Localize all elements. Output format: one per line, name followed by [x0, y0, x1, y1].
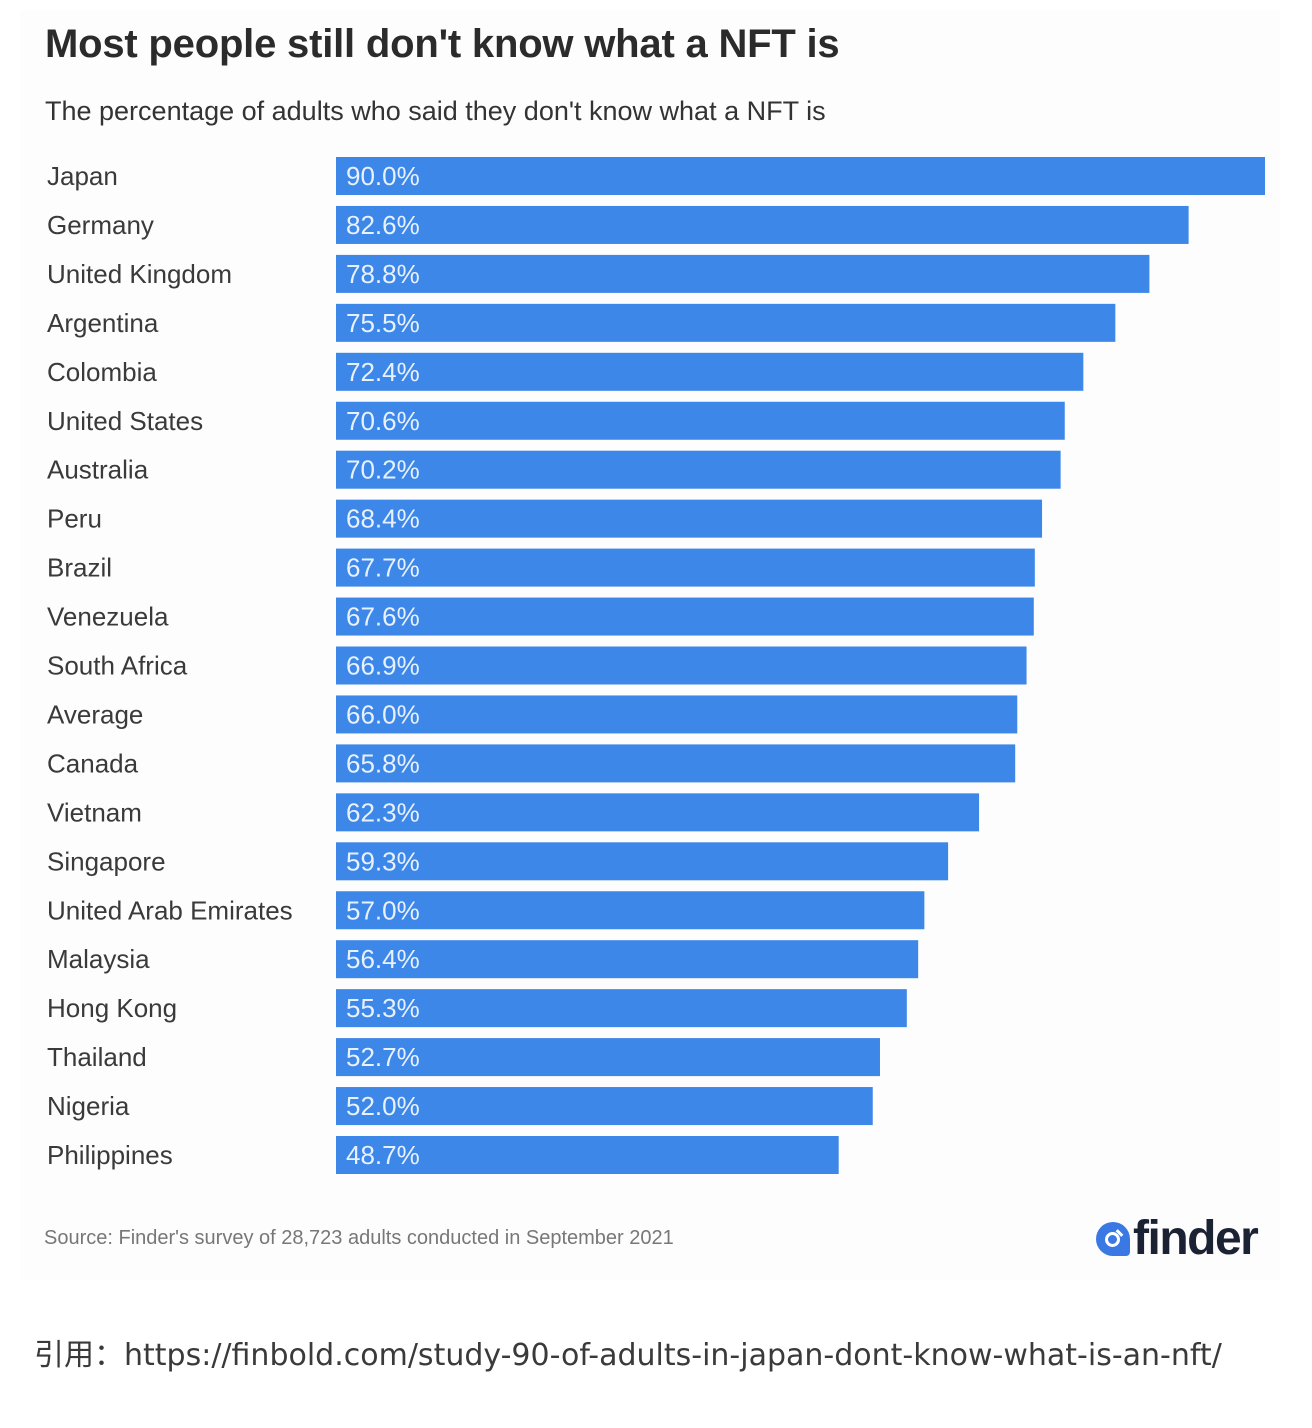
bar: [336, 891, 925, 930]
bar: [336, 499, 1043, 538]
bar-row: Peru 68.4%: [47, 499, 1043, 538]
category-label: Brazil: [47, 553, 112, 583]
category-label: Canada: [47, 748, 139, 778]
bar: [336, 646, 1027, 685]
category-label: Hong Kong: [47, 993, 177, 1023]
bar-row: Brazil 67.7%: [47, 548, 1035, 587]
bar-row: Australia 70.2%: [47, 450, 1061, 489]
bar-row: Vietnam 62.3%: [47, 793, 980, 832]
category-label: South Africa: [47, 651, 188, 681]
value-label: 67.6%: [346, 602, 420, 632]
bar: [336, 793, 980, 832]
category-label: United Arab Emirates: [47, 895, 293, 925]
value-label: 48.7%: [346, 1140, 420, 1170]
value-label: 56.4%: [346, 944, 420, 974]
source-note: Source: Finder's survey of 28,723 adults…: [44, 1227, 674, 1249]
bar: [336, 254, 1150, 293]
bar: [336, 940, 919, 979]
value-label: 75.5%: [346, 308, 420, 338]
value-label: 55.3%: [346, 993, 420, 1023]
bar: [336, 1087, 873, 1126]
value-label: 68.4%: [346, 504, 420, 534]
bar: [336, 450, 1061, 489]
value-label: 70.6%: [346, 406, 420, 436]
category-label: Japan: [47, 161, 118, 191]
category-label: Thailand: [47, 1042, 147, 1072]
category-label: Vietnam: [47, 797, 142, 827]
bar: [336, 157, 1265, 195]
bar: [336, 303, 1116, 342]
bar: [336, 695, 1018, 734]
value-label: 90.0%: [346, 161, 420, 191]
value-label: 62.3%: [346, 797, 420, 827]
chart-subtitle: The percentage of adults who said they d…: [45, 96, 826, 126]
value-label: 66.9%: [346, 651, 420, 681]
value-label: 82.6%: [346, 210, 420, 240]
category-label: Germany: [47, 210, 154, 240]
bar-row: Singapore 59.3%: [47, 842, 949, 881]
value-label: 72.4%: [346, 357, 420, 387]
bar: [336, 842, 949, 881]
bar-row: United States 70.6%: [47, 401, 1065, 440]
value-label: 66.0%: [346, 699, 420, 729]
category-label: United Kingdom: [47, 259, 232, 289]
value-label: 52.7%: [346, 1042, 420, 1072]
bar-row: Philippines 48.7%: [47, 1136, 839, 1174]
bar-row: Nigeria 52.0%: [47, 1087, 873, 1126]
value-label: 78.8%: [346, 259, 420, 289]
bar: [336, 1136, 839, 1174]
bar: [336, 548, 1035, 587]
bar-row: South Africa 66.9%: [47, 646, 1027, 685]
bar-row: United Arab Emirates 57.0%: [47, 891, 925, 930]
bar-chart: Japan 90.0% Germany 82.6% United Kingdom 78.8…: [47, 157, 1265, 1174]
category-label: Colombia: [47, 357, 157, 387]
bar-row: Venezuela 67.6%: [47, 597, 1034, 636]
category-label: Nigeria: [47, 1091, 130, 1121]
value-label: 65.8%: [346, 748, 420, 778]
category-label: Peru: [47, 504, 102, 534]
category-label: Venezuela: [47, 602, 169, 632]
bar-row: Germany 82.6%: [47, 205, 1189, 244]
bar-row: United Kingdom 78.8%: [47, 254, 1150, 293]
bar: [336, 744, 1016, 783]
category-label: Singapore: [47, 846, 166, 876]
bar-row: Malaysia 56.4%: [47, 940, 919, 979]
bar-row: Average 66.0%: [47, 695, 1018, 734]
value-label: 70.2%: [346, 455, 420, 485]
category-label: Malaysia: [47, 944, 150, 974]
value-label: 59.3%: [346, 846, 420, 876]
finder-logo: finder: [1096, 1212, 1259, 1266]
bar-row: Japan 90.0%: [47, 157, 1265, 195]
bar-row: Thailand 52.7%: [47, 1038, 880, 1077]
bar-row: Canada 65.8%: [47, 744, 1016, 783]
bar-row: Colombia 72.4%: [47, 352, 1084, 391]
bar-row: Hong Kong 55.3%: [47, 989, 907, 1028]
bar: [336, 352, 1084, 391]
bar-row: Argentina 75.5%: [47, 303, 1116, 342]
category-label: Argentina: [47, 308, 159, 338]
value-label: 57.0%: [346, 895, 420, 925]
value-label: 67.7%: [346, 553, 420, 583]
category-label: United States: [47, 406, 203, 436]
bar: [336, 205, 1189, 244]
bar: [336, 597, 1034, 636]
category-label: Philippines: [47, 1140, 173, 1170]
value-label: 52.0%: [346, 1091, 420, 1121]
logo-text: finder: [1133, 1212, 1259, 1265]
bar: [336, 989, 907, 1028]
citation-link[interactable]: 引用：https://finbold.com/study-90-of-adult…: [34, 1338, 1222, 1373]
category-label: Average: [47, 699, 143, 729]
magnifier-drop-icon: [1096, 1222, 1130, 1256]
bar: [336, 401, 1065, 440]
chart-title: Most people still don't know what a NFT …: [45, 22, 840, 66]
category-label: Australia: [47, 455, 149, 485]
bar: [336, 1038, 880, 1077]
